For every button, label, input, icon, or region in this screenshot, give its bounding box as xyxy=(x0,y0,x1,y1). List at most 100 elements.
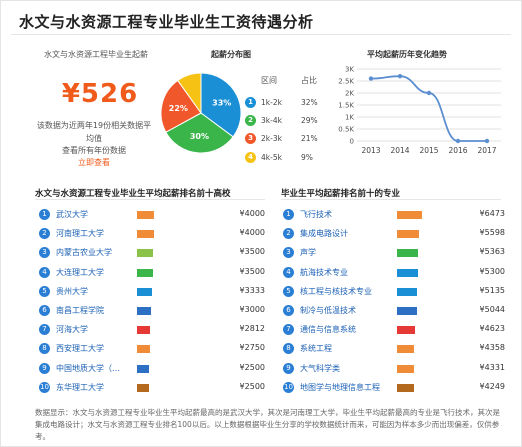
rank-number-badge: 6 xyxy=(283,305,294,316)
major-row[interactable]: 9 大气科学类 ¥4331 xyxy=(283,361,505,376)
legend-percent: 21% xyxy=(301,134,318,143)
college-row[interactable]: 2 河南理工大学 ¥4000 xyxy=(39,226,265,241)
legend-number-badge: 3 xyxy=(245,133,256,144)
college-name-link[interactable]: 内蒙古农业大学 xyxy=(56,248,112,258)
major-name-link[interactable]: 声学 xyxy=(300,248,316,258)
legend-row-3k-4k: 2 3k-4k 29% xyxy=(245,115,321,127)
college-salary-bar xyxy=(137,383,149,392)
rank-number-badge: 3 xyxy=(39,247,50,259)
major-salary-bar xyxy=(397,211,422,219)
legend-header-range: 区间 xyxy=(261,76,277,85)
major-salary-bar xyxy=(397,383,415,392)
legend-number-badge: 4 xyxy=(245,152,256,163)
college-name-link[interactable]: 河海大学 xyxy=(56,325,88,335)
college-row[interactable]: 10 东华理工大学 ¥2500 xyxy=(39,380,265,395)
view-now-link[interactable]: 立即查看 xyxy=(78,158,110,167)
major-name-link[interactable]: 制冷与低温技术 xyxy=(300,306,356,315)
college-name-link[interactable]: 河南理工大学 xyxy=(56,229,104,239)
major-row[interactable]: 5 核工程与核技术专业 ¥5135 xyxy=(283,284,505,299)
college-salary-value: ¥4000 xyxy=(239,209,265,218)
legend-number-badge: 2 xyxy=(245,115,256,126)
left-list-title: 水文与水资源工程专业毕业生平均起薪排名前十高校 xyxy=(35,189,231,199)
college-name-link[interactable]: 中国地质大学（… xyxy=(56,363,120,373)
college-name-link[interactable]: 东华理工大学 xyxy=(56,382,104,392)
pie-slice-2k-3k xyxy=(160,79,202,133)
college-salary-bar xyxy=(137,268,153,277)
college-salary-value: ¥3500 xyxy=(239,266,265,276)
line-chart-title: 平均起薪历年变化趋势 xyxy=(367,50,447,59)
college-row[interactable]: 1 武汉大学 ¥4000 xyxy=(39,207,265,222)
y-tick-label: 0.5K xyxy=(338,126,354,134)
major-name-link[interactable]: 飞行技术 xyxy=(300,210,332,219)
y-tick-label: 1K xyxy=(345,114,354,122)
major-name-link[interactable]: 地图学与地理信息工程 xyxy=(300,382,380,392)
data-point-2016[interactable] xyxy=(455,138,461,144)
right-list-divider xyxy=(281,199,501,200)
major-salary-value: ¥5598 xyxy=(479,228,505,238)
major-name-link[interactable]: 通信与信息系统 xyxy=(300,325,356,335)
data-point-2013[interactable] xyxy=(368,76,374,81)
major-row[interactable]: 3 声学 ¥5363 xyxy=(283,245,505,260)
college-salary-value: ¥3000 xyxy=(239,305,265,314)
major-row[interactable]: 10 地图学与地理信息工程 ¥4249 xyxy=(283,380,505,395)
major-salary-bar xyxy=(397,249,418,258)
pie-slice-1k-2k xyxy=(200,72,242,138)
data-point-2015[interactable] xyxy=(426,90,432,96)
college-salary-bar xyxy=(137,364,149,373)
college-salary-bar xyxy=(137,211,155,219)
college-name-link[interactable]: 大连理工大学 xyxy=(56,267,104,277)
college-row[interactable]: 7 河海大学 ¥2812 xyxy=(39,322,265,337)
legend-row-1k-2k: 1 1k-2k 32% xyxy=(245,97,321,109)
major-name-link[interactable]: 集成电路设计 xyxy=(300,229,348,239)
major-salary-bar xyxy=(397,364,415,373)
rank-number-badge: 4 xyxy=(39,266,50,278)
college-name-link[interactable]: 武汉大学 xyxy=(56,210,88,219)
major-row[interactable]: 8 系统工程 ¥4358 xyxy=(283,341,505,356)
major-row[interactable]: 2 集成电路设计 ¥5598 xyxy=(283,226,505,241)
college-row[interactable]: 8 西安理工大学 ¥2750 xyxy=(39,341,265,356)
major-salary-value: ¥4623 xyxy=(479,324,505,334)
footnote: 数据显示：水文与水资源工程专业毕业生平均起薪最高的是武汉大学，其次是河南理工大学… xyxy=(35,408,500,441)
college-name-link[interactable]: 西安理工大学 xyxy=(56,344,104,354)
college-row[interactable]: 3 内蒙古农业大学 ¥3500 xyxy=(39,245,265,260)
major-salary-value: ¥4249 xyxy=(479,381,505,391)
legend-range: 1k-2k xyxy=(261,98,282,107)
major-salary-value: ¥4358 xyxy=(479,343,505,353)
x-tick-label: 2013 xyxy=(361,146,380,155)
major-name-link[interactable]: 航海技术专业 xyxy=(300,267,348,277)
college-row[interactable]: 4 大连理工大学 ¥3500 xyxy=(39,265,265,280)
rank-number-badge: 2 xyxy=(283,228,294,240)
college-salary-bar xyxy=(137,230,155,239)
college-row[interactable]: 6 南昌工程学院 ¥3000 xyxy=(39,303,265,318)
college-row[interactable]: 9 中国地质大学（… ¥2500 xyxy=(39,361,265,376)
title-divider xyxy=(11,34,511,35)
data-point-2014[interactable] xyxy=(397,74,403,79)
trend-line xyxy=(370,75,487,142)
rank-number-badge: 7 xyxy=(39,324,50,336)
x-tick-label: 2015 xyxy=(419,146,438,155)
major-name-link[interactable]: 核工程与核技术专业 xyxy=(300,286,372,296)
college-name-link[interactable]: 贵州大学 xyxy=(56,286,88,296)
major-name-link[interactable]: 大气科学类 xyxy=(300,363,340,373)
major-row[interactable]: 1 飞行技术 ¥6473 xyxy=(283,207,505,222)
pie-slice-4k-5k xyxy=(177,72,202,115)
college-row[interactable]: 5 贵州大学 ¥3333 xyxy=(39,284,265,299)
data-point-2017[interactable] xyxy=(484,138,490,144)
major-row[interactable]: 7 通信与信息系统 ¥4623 xyxy=(283,322,505,337)
rank-number-badge: 7 xyxy=(283,324,294,336)
rank-number-badge: 5 xyxy=(283,285,294,297)
rank-number-badge: 1 xyxy=(39,209,50,220)
legend-percent: 32% xyxy=(301,98,318,107)
major-salary-bar xyxy=(397,230,419,239)
rank-number-badge: 3 xyxy=(283,247,294,259)
major-row[interactable]: 4 航海技术专业 ¥5300 xyxy=(283,265,505,280)
college-name-link[interactable]: 南昌工程学院 xyxy=(56,306,104,315)
major-name-link[interactable]: 系统工程 xyxy=(300,344,332,354)
major-row[interactable]: 6 制冷与低温技术 ¥5044 xyxy=(283,303,505,318)
rank-number-badge: 9 xyxy=(283,362,294,374)
major-salary-bar xyxy=(397,287,418,296)
legend-number-badge: 1 xyxy=(245,97,256,108)
rank-number-badge: 10 xyxy=(283,381,294,393)
salary-label: 水文与水资源工程毕业生起薪 xyxy=(44,50,148,59)
